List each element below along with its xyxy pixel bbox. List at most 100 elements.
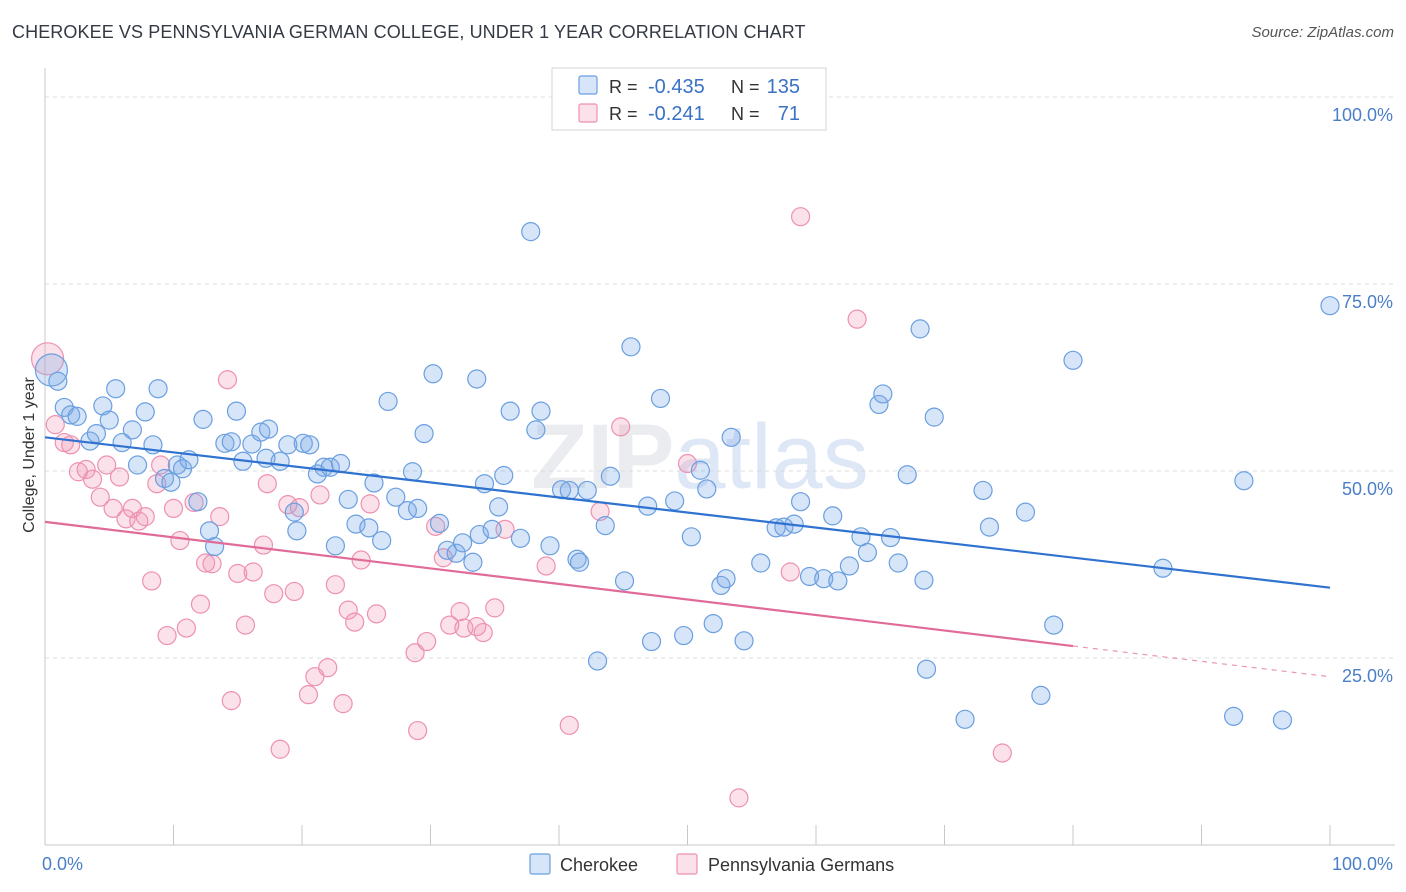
point-cherokee-96 xyxy=(751,553,771,573)
point-cherokee-127 xyxy=(1272,710,1293,730)
point-pennsylvania-germans-15 xyxy=(142,571,162,591)
point-pennsylvania-germans-45 xyxy=(338,600,358,620)
axes xyxy=(44,68,1395,846)
point-cherokee-34 xyxy=(278,435,298,455)
point-cherokee-21 xyxy=(188,492,208,512)
point-cherokee-61 xyxy=(467,369,487,389)
point-cherokee-88 xyxy=(681,527,701,547)
point-pennsylvania-germans-9 xyxy=(103,498,123,518)
point-cherokee-64 xyxy=(482,519,502,539)
point-cherokee-123 xyxy=(1063,350,1083,370)
point-cherokee-102 xyxy=(814,569,834,589)
point-cherokee-120 xyxy=(1015,502,1036,522)
legend-n-label-2: N = xyxy=(731,104,760,124)
point-cherokee-33 xyxy=(270,451,290,471)
point-pennsylvania-germans-49 xyxy=(366,604,387,624)
point-cherokee-17 xyxy=(161,472,181,492)
watermark: ZIPatlas xyxy=(531,406,868,508)
x-tick-label-0: 0.0% xyxy=(42,854,83,874)
point-cherokee-108 xyxy=(869,394,889,415)
point-cherokee-13 xyxy=(135,402,155,422)
legend-swatch-pennsylvania-germans xyxy=(578,103,598,123)
point-pennsylvania-germans-7 xyxy=(90,487,110,507)
point-pennsylvania-germans-46 xyxy=(345,612,365,632)
trend-line-pennsylvania-germans xyxy=(44,520,1074,648)
point-cherokee-0 xyxy=(34,353,69,387)
point-cherokee-36 xyxy=(287,521,307,541)
legend-r-value-2: -0.241 xyxy=(648,103,705,125)
point-cherokee-24 xyxy=(205,536,225,557)
point-cherokee-4 xyxy=(67,406,87,426)
point-cherokee-8 xyxy=(99,410,119,430)
point-cherokee-95 xyxy=(734,631,754,651)
point-cherokee-70 xyxy=(526,420,546,440)
point-pennsylvania-germans-59 xyxy=(473,622,493,643)
point-pennsylvania-germans-8 xyxy=(97,455,117,475)
point-cherokee-94 xyxy=(721,427,741,447)
point-cherokee-35 xyxy=(284,502,304,522)
point-cherokee-128 xyxy=(1320,296,1340,316)
point-cherokee-54 xyxy=(414,424,434,444)
point-pennsylvania-germans-29 xyxy=(228,563,248,584)
point-cherokee-82 xyxy=(621,337,641,357)
watermark-atlas: atlas xyxy=(674,406,868,508)
point-cherokee-112 xyxy=(897,465,917,485)
point-cherokee-86 xyxy=(665,491,685,511)
bottom-legend-cherokee: Cherokee xyxy=(560,855,638,875)
y-tick-label-2: 75.0% xyxy=(1342,292,1393,312)
point-cherokee-69 xyxy=(521,222,541,242)
point-pennsylvania-germans-19 xyxy=(163,498,184,518)
point-cherokee-66 xyxy=(494,465,514,486)
point-cherokee-72 xyxy=(540,536,560,556)
point-pennsylvania-germans-44 xyxy=(333,694,353,714)
point-cherokee-37 xyxy=(293,433,313,453)
point-cherokee-85 xyxy=(650,388,671,409)
point-cherokee-49 xyxy=(378,391,398,412)
point-pennsylvania-germans-18 xyxy=(157,625,177,646)
point-pennsylvania-germans-39 xyxy=(298,685,319,705)
point-cherokee-79 xyxy=(595,516,615,536)
point-cherokee-47 xyxy=(364,473,384,493)
y-tick-label-1: 50.0% xyxy=(1342,479,1393,499)
point-pennsylvania-germans-48 xyxy=(360,494,380,514)
point-cherokee-27 xyxy=(226,401,247,421)
point-pennsylvania-germans-24 xyxy=(196,553,216,573)
point-cherokee-67 xyxy=(500,401,520,421)
point-cherokee-76 xyxy=(569,552,590,572)
tick-labels: 25.0% 50.0% 75.0% 100.0% 0.0% 100.0% xyxy=(42,105,1393,874)
point-cherokee-56 xyxy=(429,513,450,533)
bottom-legend-swatch-pennsylvania-germans xyxy=(676,853,698,875)
point-pennsylvania-germans-37 xyxy=(284,581,304,602)
point-cherokee-87 xyxy=(674,625,694,646)
chart-title: CHEROKEE VS PENNSYLVANIA GERMAN COLLEGE,… xyxy=(12,22,806,42)
y-tick-label-3: 100.0% xyxy=(1332,105,1393,125)
point-pennsylvania-germans-23 xyxy=(190,594,211,614)
watermark-zip: ZIP xyxy=(531,406,674,508)
point-cherokee-60 xyxy=(463,552,483,572)
point-pennsylvania-germans-42 xyxy=(318,658,338,678)
point-cherokee-119 xyxy=(979,517,1000,537)
point-cherokee-59 xyxy=(453,533,473,553)
point-cherokee-44 xyxy=(338,489,358,510)
point-pennsylvania-germans-36 xyxy=(278,495,298,515)
point-cherokee-81 xyxy=(614,571,635,591)
point-cherokee-58 xyxy=(446,543,466,563)
point-pennsylvania-germans-14 xyxy=(135,507,155,527)
x-tick-label-1: 100.0% xyxy=(1332,854,1393,874)
point-cherokee-75 xyxy=(567,549,587,569)
point-pennsylvania-germans-41 xyxy=(310,485,330,505)
point-pennsylvania-germans-25 xyxy=(202,554,222,574)
point-cherokee-116 xyxy=(924,407,944,427)
point-cherokee-50 xyxy=(386,487,406,507)
point-cherokee-6 xyxy=(86,424,107,444)
point-cherokee-117 xyxy=(955,709,975,729)
point-pennsylvania-germans-20 xyxy=(170,530,190,551)
point-cherokee-115 xyxy=(916,659,937,679)
point-pennsylvania-germans-52 xyxy=(417,631,437,652)
point-pennsylvania-germans-10 xyxy=(109,467,130,487)
legend-r-label-2: R = xyxy=(609,104,638,124)
point-pennsylvania-germans-68 xyxy=(780,562,800,582)
point-pennsylvania-germans-60 xyxy=(485,598,505,618)
point-cherokee-109 xyxy=(873,384,893,404)
